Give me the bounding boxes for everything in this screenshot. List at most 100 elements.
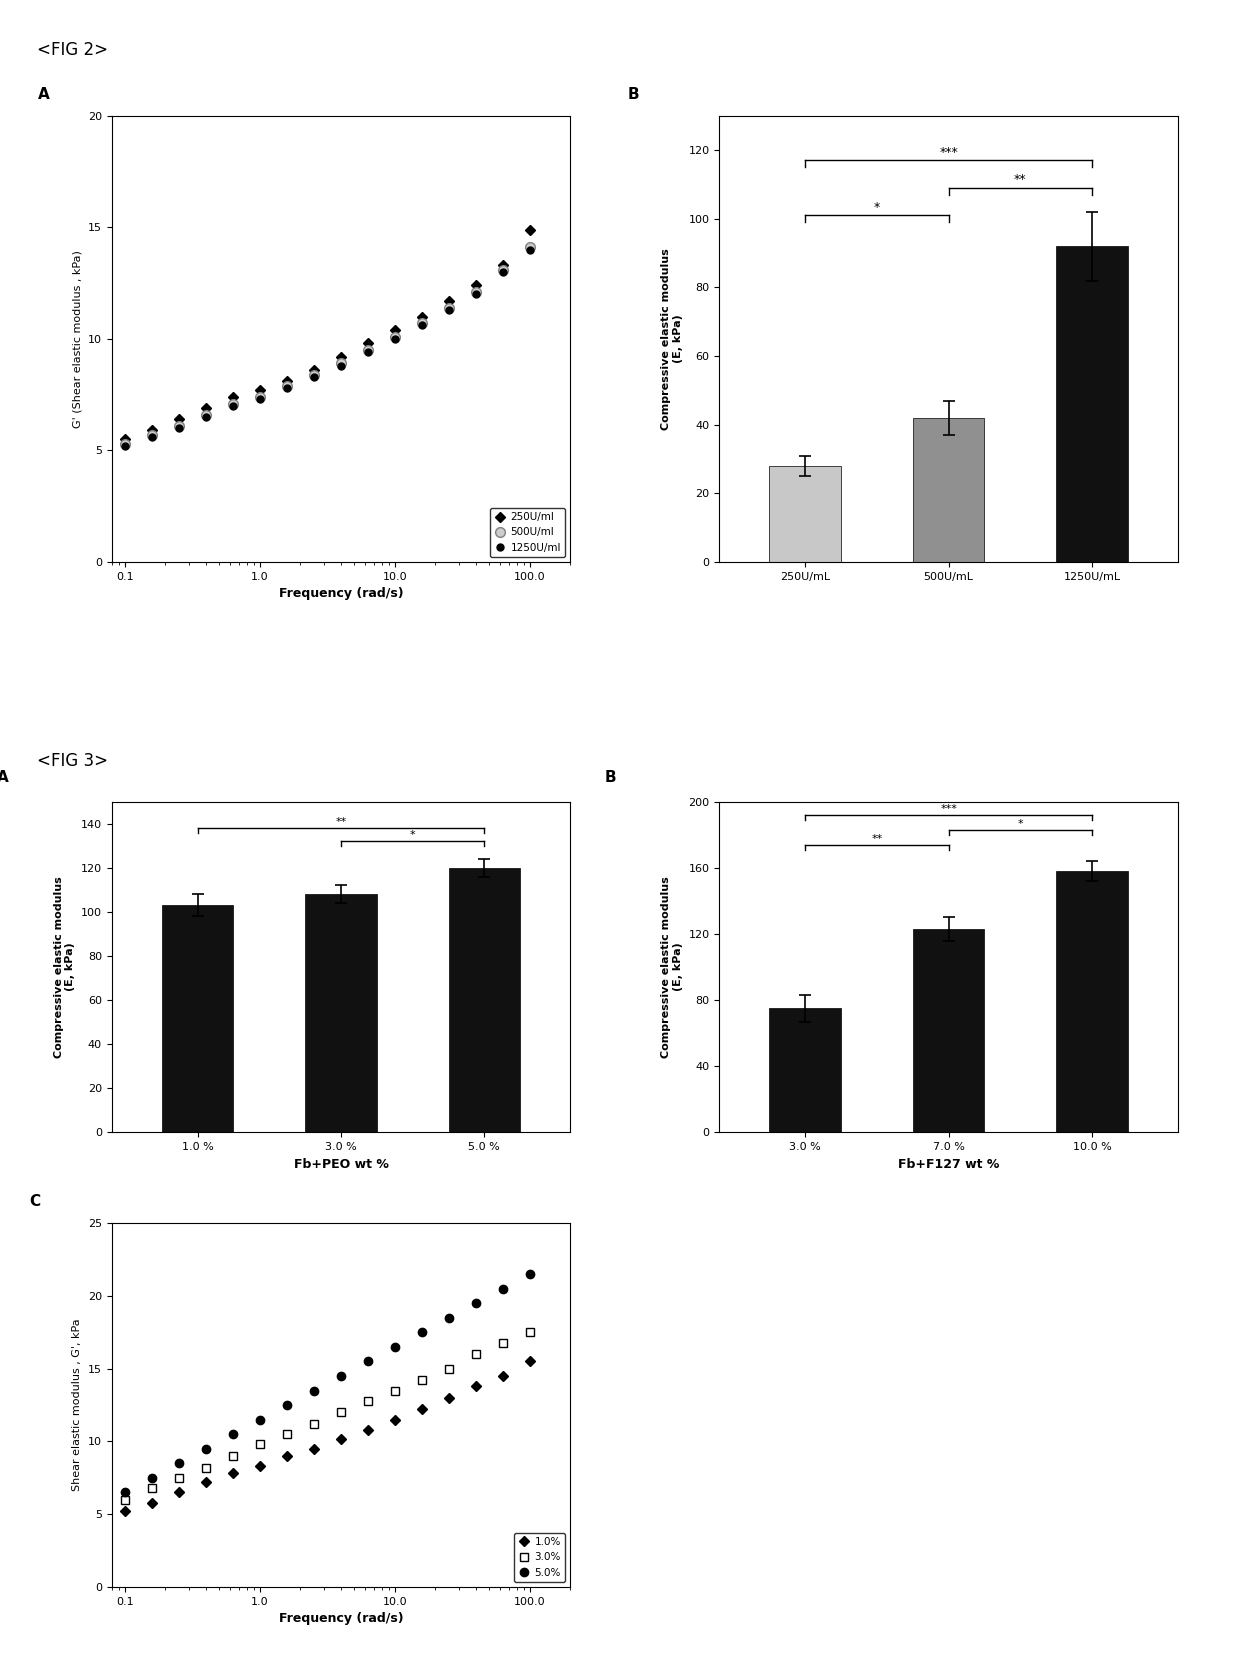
Text: *: * [874,200,880,213]
5.0% [387,1337,402,1357]
Bar [449,868,521,1132]
250U/ml [469,276,484,296]
Text: C: C [29,1193,40,1208]
Y-axis label: Compressive elastic modulus
(E, kPa): Compressive elastic modulus (E, kPa) [53,876,76,1058]
250U/ml [198,398,213,418]
500U/ml [252,387,267,407]
Bar [769,1008,841,1132]
1.0% [469,1377,484,1397]
1.0% [441,1389,456,1408]
1250U/ml [144,426,159,446]
Bar [769,466,841,562]
500U/ml [171,417,186,436]
1.0% [306,1438,321,1458]
5.0% [226,1425,241,1445]
X-axis label: Fb+F127 wt %: Fb+F127 wt % [898,1157,999,1170]
1250U/ml [171,418,186,438]
3.0% [118,1489,133,1509]
500U/ml [522,238,537,258]
3.0% [252,1435,267,1455]
5.0% [495,1279,510,1299]
1250U/ml [414,316,429,336]
Text: **: ** [872,833,883,843]
Text: **: ** [1014,174,1027,187]
500U/ml [226,393,241,413]
500U/ml [144,425,159,445]
1250U/ml [495,261,510,281]
250U/ml [522,220,537,240]
3.0% [144,1478,159,1498]
1250U/ml [226,395,241,415]
1.0% [279,1446,294,1466]
X-axis label: Frequency (rad/s): Frequency (rad/s) [279,587,403,600]
Text: ***: *** [939,145,959,159]
Text: ***: *** [940,803,957,813]
1.0% [144,1493,159,1512]
500U/ml [118,433,133,453]
250U/ml [171,410,186,430]
Text: *: * [1018,818,1023,828]
5.0% [252,1410,267,1430]
1.0% [334,1428,348,1448]
250U/ml [361,334,376,354]
3.0% [469,1344,484,1364]
250U/ml [495,255,510,274]
1.0% [198,1473,213,1493]
5.0% [144,1468,159,1488]
Line: 3.0%: 3.0% [120,1327,534,1504]
3.0% [279,1425,294,1445]
3.0% [387,1380,402,1400]
3.0% [495,1332,510,1352]
Y-axis label: Compressive elastic modulus
(E, kPa): Compressive elastic modulus (E, kPa) [661,248,683,430]
1.0% [522,1352,537,1372]
1250U/ml [522,240,537,260]
250U/ml [414,306,429,326]
Line: 250U/ml: 250U/ml [122,226,533,443]
250U/ml [334,347,348,367]
Text: <FIG 3>: <FIG 3> [37,752,108,770]
Legend: 1.0%, 3.0%, 5.0%: 1.0%, 3.0%, 5.0% [513,1532,565,1582]
1250U/ml [469,284,484,304]
500U/ml [198,405,213,425]
3.0% [361,1390,376,1410]
3.0% [171,1468,186,1488]
500U/ml [414,314,429,334]
Bar [305,894,377,1132]
3.0% [226,1446,241,1466]
1.0% [361,1420,376,1440]
1.0% [171,1483,186,1503]
Y-axis label: Shear elastic modulus , G', kPa: Shear elastic modulus , G', kPa [72,1319,82,1491]
1.0% [252,1456,267,1476]
1250U/ml [118,436,133,456]
250U/ml [252,380,267,400]
Y-axis label: Compressive elastic modulus
(E, kPa): Compressive elastic modulus (E, kPa) [661,876,683,1058]
Text: <FIG 2>: <FIG 2> [37,41,108,60]
500U/ml [495,260,510,279]
1250U/ml [441,299,456,319]
3.0% [522,1322,537,1342]
1250U/ml [279,379,294,398]
5.0% [198,1438,213,1458]
Bar [913,418,985,562]
250U/ml [226,387,241,407]
250U/ml [118,430,133,450]
500U/ml [361,341,376,360]
Bar [1056,246,1128,562]
3.0% [334,1402,348,1422]
Text: A: A [38,88,50,102]
5.0% [334,1365,348,1385]
5.0% [414,1322,429,1342]
3.0% [414,1370,429,1390]
5.0% [361,1352,376,1372]
Text: B: B [604,770,616,785]
X-axis label: Frequency (rad/s): Frequency (rad/s) [279,1612,403,1625]
1250U/ml [252,388,267,408]
250U/ml [279,372,294,392]
250U/ml [387,321,402,341]
1.0% [226,1463,241,1483]
500U/ml [279,375,294,395]
Line: 5.0%: 5.0% [120,1270,534,1496]
500U/ml [306,365,321,385]
250U/ml [306,360,321,380]
Y-axis label: G' (Shear elastic modulus , kPa): G' (Shear elastic modulus , kPa) [72,250,82,428]
